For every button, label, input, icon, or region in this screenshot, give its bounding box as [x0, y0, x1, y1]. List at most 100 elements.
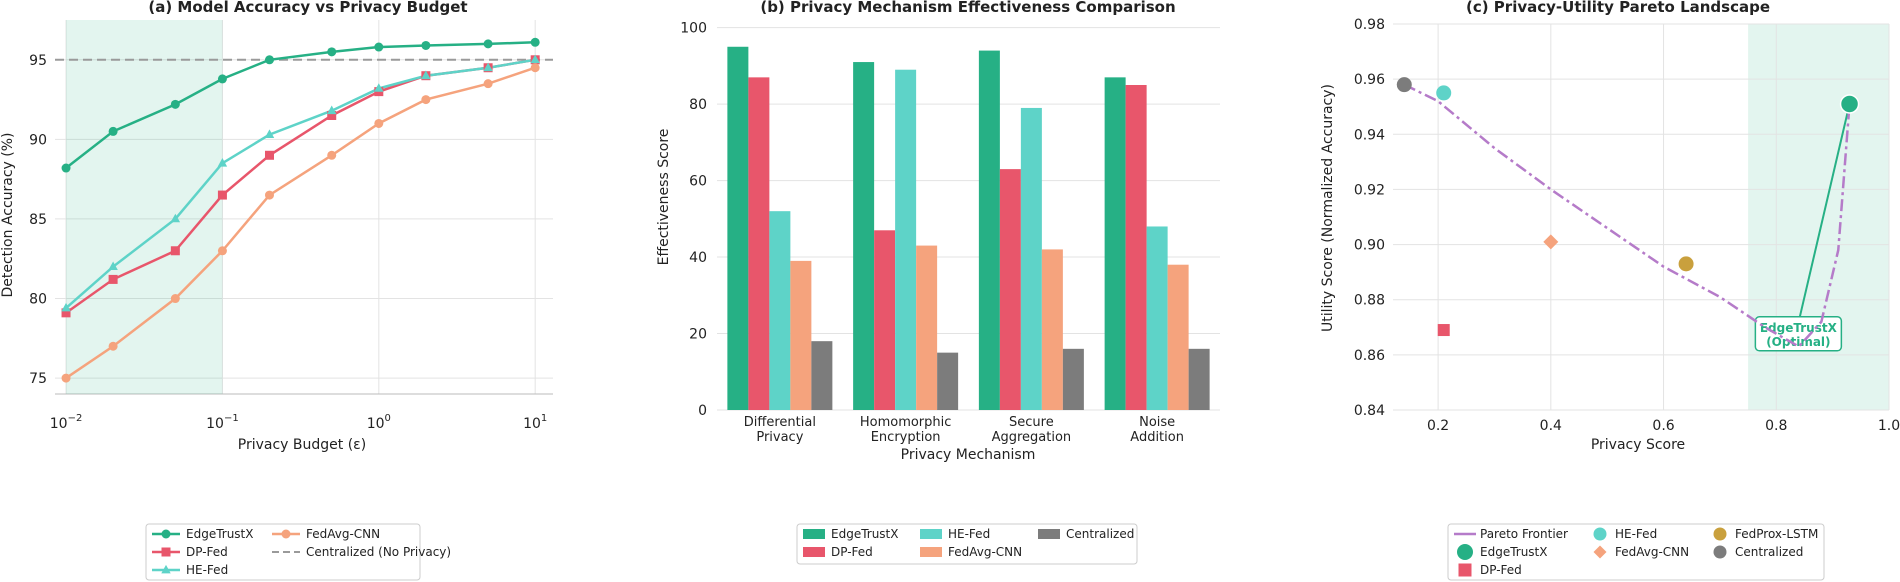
bar-edgetrustx-secure-aggregation — [978, 50, 1000, 411]
x-tick-label-line2: Addition — [1130, 430, 1184, 445]
y-tick-label: 0.84 — [1354, 403, 1385, 419]
y-tick-label: 80 — [689, 97, 707, 113]
point-fedavg-cnn — [1543, 234, 1559, 250]
x-tick-base: 10 — [206, 416, 224, 432]
data-point-he-fed — [170, 213, 181, 223]
y-tick-label: 0 — [698, 403, 707, 419]
data-point-fedavg-cnn — [264, 190, 274, 200]
optimal-region-shade — [1748, 24, 1889, 410]
data-point-dp-fed — [327, 110, 337, 120]
bar-he-fed-secure-aggregation — [1020, 107, 1042, 411]
bar-he-fed-differential-privacy — [769, 211, 791, 410]
y-tick-label: 20 — [689, 327, 707, 343]
data-point-edgetrustx — [421, 40, 431, 50]
data-point-dp-fed — [170, 246, 180, 256]
chart-a-ylabel: Detection Accuracy (%) — [0, 132, 16, 297]
chart-b-legend: EdgeTrustX DP-Fed HE-Fed FedAvg-CNN Centrali… — [796, 523, 1138, 565]
point-he-fed — [1436, 85, 1452, 101]
data-point-fedavg-cnn — [483, 79, 493, 89]
bar-edgetrustx-homomorphic-encryption — [853, 62, 875, 410]
data-point-he-fed — [374, 83, 384, 92]
data-point-fedavg-cnn — [170, 294, 180, 304]
y-tick-label: 0.88 — [1354, 293, 1385, 309]
bar-centralized-noise-addition — [1188, 348, 1210, 410]
data-point-edgetrustx — [483, 39, 493, 49]
data-point-fedavg-cnn — [327, 150, 337, 160]
y-tick-label: 0.98 — [1354, 17, 1385, 33]
point-fedprox-lstm — [1678, 256, 1694, 272]
data-point-edgetrustx — [327, 47, 337, 57]
y-tick-label: 85 — [29, 212, 47, 228]
x-tick-base: 10 — [523, 416, 541, 432]
annotation-arrow — [1798, 103, 1851, 320]
x-tick-label: 10−1 — [206, 413, 239, 432]
legend-marker-fedavg-cnn — [281, 529, 291, 539]
legend-label-edgetrustx: EdgeTrustX — [831, 527, 898, 541]
x-tick-label-line1: Differential — [744, 415, 816, 430]
data-point-he-fed — [108, 261, 118, 271]
legend-marker-fedprox-lstm — [1713, 527, 1727, 541]
legend-label-he-fed: HE-Fed — [948, 527, 990, 541]
data-point-edgetrustx — [217, 74, 227, 84]
legend-label-edgetrustx: EdgeTrustX — [186, 527, 253, 541]
data-point-edgetrustx — [530, 37, 540, 47]
legend-marker-fedavg-cnn — [1593, 545, 1607, 559]
x-tick-label-line1: Secure — [1009, 415, 1054, 430]
y-tick-label: 60 — [689, 174, 707, 190]
data-point-fedavg-cnn — [374, 118, 384, 128]
bar-dp-fed-noise-addition — [1125, 85, 1147, 410]
x-tick-label: 0.8 — [1765, 418, 1787, 434]
data-point-dp-fed — [217, 190, 227, 200]
legend-swatch-dp-fed — [803, 547, 825, 557]
bar-dp-fed-homomorphic-encryption — [874, 230, 896, 410]
data-point-he-fed — [530, 54, 540, 64]
data-point-edgetrustx — [108, 126, 118, 136]
legend-swatch-edgetrustx — [803, 529, 825, 539]
y-tick-label: 90 — [29, 132, 47, 148]
x-tick-exponent: −1 — [224, 413, 239, 424]
chart-b-ylabel: Effectiveness Score — [656, 129, 672, 266]
data-point-he-fed — [217, 158, 228, 167]
data-point-fedavg-cnn — [217, 246, 227, 256]
legend-label-fedavg-cnn: FedAvg-CNN — [306, 527, 380, 541]
data-point-he-fed — [483, 62, 493, 72]
data-point-edgetrustx — [374, 42, 384, 52]
data-point-he-fed — [421, 70, 431, 80]
y-tick-label: 0.94 — [1354, 127, 1385, 143]
legend-marker-dp-fed — [161, 547, 171, 557]
chart-b-xlabel: Privacy Mechanism — [901, 447, 1036, 463]
bar-centralized-differential-privacy — [811, 341, 833, 410]
y-tick-label: 0.96 — [1354, 72, 1385, 88]
x-tick-label: 10−2 — [50, 413, 83, 432]
x-tick-label-line2: Encryption — [871, 430, 941, 445]
legend-marker-edgetrustx — [161, 529, 171, 539]
chart-c-xlabel: Privacy Score — [1591, 437, 1685, 453]
bar-he-fed-noise-addition — [1146, 226, 1168, 410]
x-tick-base: 10 — [367, 416, 385, 432]
legend-label-dp-fed: DP-Fed — [831, 545, 873, 559]
legend-label-fedprox-lstm: FedProx-LSTM — [1735, 527, 1818, 541]
data-point-fedavg-cnn — [61, 373, 71, 383]
legend-marker-centralized — [1713, 545, 1727, 559]
bar-centralized-homomorphic-encryption — [937, 352, 959, 410]
legend-swatch-he-fed — [920, 529, 942, 539]
chart-c-legend: Pareto Frontier EdgeTrustX DP-Fed HE-Fed Fed… — [1447, 523, 1825, 581]
bar-fedavg-cnn-secure-aggregation — [1041, 249, 1063, 410]
bar-he-fed-homomorphic-encryption — [895, 69, 917, 411]
x-tick-label: 1.0 — [1878, 418, 1900, 434]
legend-label-centralized-no-privacy: Centralized (No Privacy) — [306, 545, 451, 559]
bar-centralized-secure-aggregation — [1062, 348, 1084, 410]
chart-a-accuracy-vs-privacy: (a) Model Accuracy vs Privacy Budget 75 8… — [0, 0, 553, 581]
data-point-fedavg-cnn — [530, 63, 540, 73]
bar-dp-fed-differential-privacy — [748, 77, 770, 411]
annotation-label-line2: (Optimal) — [1766, 335, 1830, 349]
legend-label-centralized: Centralized — [1735, 545, 1803, 559]
data-point-fedavg-cnn — [108, 341, 118, 351]
point-dp-fed — [1437, 324, 1450, 337]
legend-swatch-fedavg-cnn — [920, 547, 942, 557]
y-tick-label: 0.90 — [1354, 238, 1385, 254]
privacy-region-shade — [66, 20, 223, 394]
bar-edgetrustx-noise-addition — [1104, 77, 1126, 411]
data-point-fedavg-cnn — [421, 95, 431, 105]
legend-label-fedavg-cnn: FedAvg-CNN — [948, 545, 1022, 559]
